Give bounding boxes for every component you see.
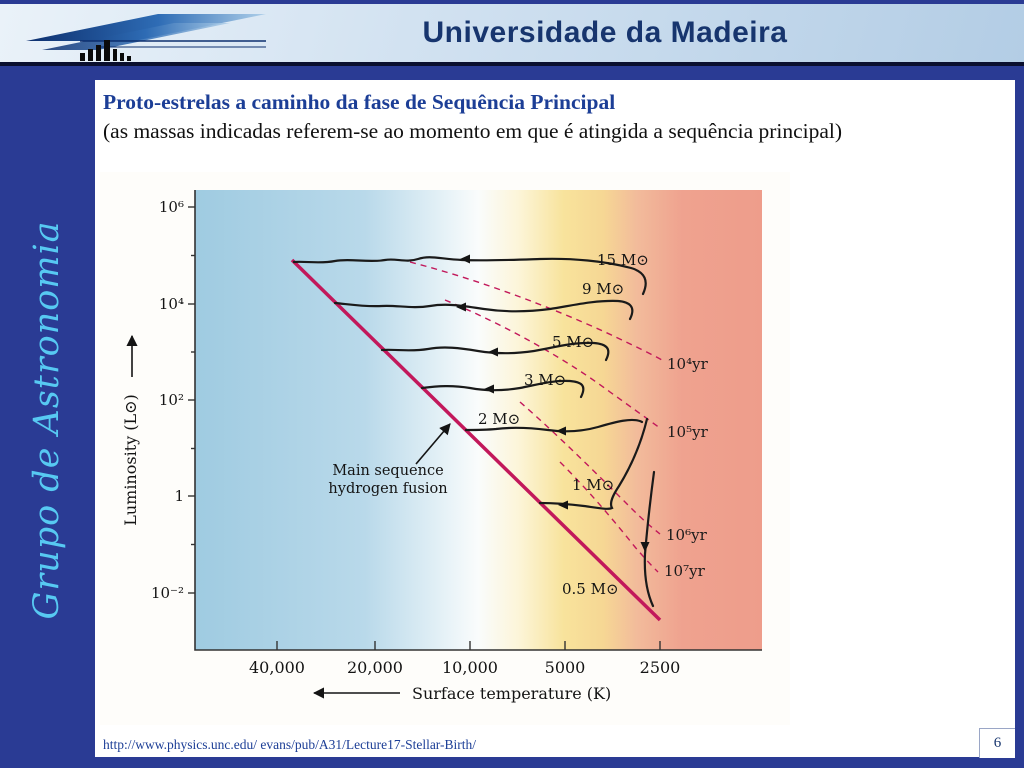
label-9msun: 9 M⊙	[582, 280, 624, 298]
logo-swoosh	[26, 14, 266, 50]
y-tick-1: 1	[174, 487, 184, 505]
x-tick-20000: 20,000	[347, 658, 403, 677]
y-tick-1e2: 10²	[159, 391, 184, 409]
main-sequence-line	[290, 258, 662, 622]
track-15msun	[292, 256, 647, 296]
label-1msun: 1 M⊙	[572, 476, 614, 494]
mass-labels: 15 M⊙ 9 M⊙ 5 M⊙ 3 M⊙ 2 M⊙ 1 M⊙ 0.5 M⊙	[478, 251, 649, 598]
x-tick-2500: 2500	[640, 658, 681, 677]
annotation-line1: Main sequence	[332, 463, 443, 479]
axes	[194, 190, 762, 651]
y-tick-1e-2: 10⁻²	[151, 584, 184, 602]
label-2msun: 2 M⊙	[478, 410, 520, 428]
logo-bars	[80, 40, 131, 61]
isochrone-labels: 10⁴yr 10⁵yr 10⁶yr 10⁷yr	[664, 355, 709, 580]
university-title: Universidade da Madeira	[422, 16, 788, 49]
source-url: http://www.physics.unc.edu/ evans/pub/A3…	[103, 737, 477, 752]
label-15msun: 15 M⊙	[597, 251, 649, 269]
y-axis-ticks	[188, 206, 195, 594]
main-sequence-annotation: Main sequence hydrogen fusion	[328, 423, 451, 497]
label-05msun: 0.5 M⊙	[562, 580, 619, 598]
evolution-tracks	[292, 256, 656, 608]
slide-title: Proto-estrelas a caminho da fase de Sequ…	[103, 90, 616, 114]
track-direction-arrows	[456, 254, 650, 552]
page-number: 6	[979, 728, 1015, 758]
label-1e5yr: 10⁵yr	[667, 423, 709, 441]
header-banner: Universidade da Madeira	[0, 4, 1024, 62]
sidebar-group-name: Grupo de Astronomia	[27, 220, 67, 620]
x-tick-10000: 10,000	[442, 658, 498, 677]
x-axis-tick-labels: 40,000 20,000 10,000 5000 2500	[249, 658, 680, 677]
track-5msun	[380, 341, 610, 362]
label-3msun: 3 M⊙	[524, 371, 566, 389]
y-tick-1e4: 10⁴	[159, 295, 184, 313]
y-axis-tick-labels: 10⁶ 10⁴ 10² 1 10⁻²	[151, 198, 184, 602]
content-panel: Proto-estrelas a caminho da fase de Sequ…	[95, 80, 1015, 758]
x-tick-5000: 5000	[545, 658, 586, 677]
hr-diagram-figure: 10⁶ 10⁴ 10² 1 10⁻² 40,000 20,000	[100, 172, 790, 725]
label-1e6yr: 10⁶yr	[666, 526, 708, 544]
stellar-color-background	[195, 190, 762, 650]
hr-diagram: 10⁶ 10⁴ 10² 1 10⁻² 40,000 20,000	[121, 190, 762, 703]
x-tick-40000: 40,000	[249, 658, 305, 677]
annotation-line2: hydrogen fusion	[328, 481, 447, 497]
label-5msun: 5 M⊙	[552, 333, 594, 351]
banner-divider	[0, 62, 1024, 66]
isochrone-lines	[409, 261, 663, 573]
label-1e7yr: 10⁷yr	[664, 562, 706, 580]
track-9msun	[333, 299, 634, 321]
university-logo	[26, 14, 266, 61]
y-tick-1e6: 10⁶	[159, 198, 184, 216]
label-1e4yr: 10⁴yr	[667, 355, 709, 373]
slide-subtitle: (as massas indicadas referem-se ao momen…	[103, 119, 843, 143]
x-axis-ticks	[276, 641, 661, 650]
annotation-arrow	[415, 423, 451, 465]
track-2msun	[464, 418, 644, 433]
track-05msun	[643, 470, 656, 608]
y-axis-label: Luminosity (L⊙)	[121, 394, 140, 526]
track-1msun	[538, 417, 649, 510]
x-axis-label: Surface temperature (K)	[412, 684, 611, 703]
track-3msun	[420, 379, 585, 399]
